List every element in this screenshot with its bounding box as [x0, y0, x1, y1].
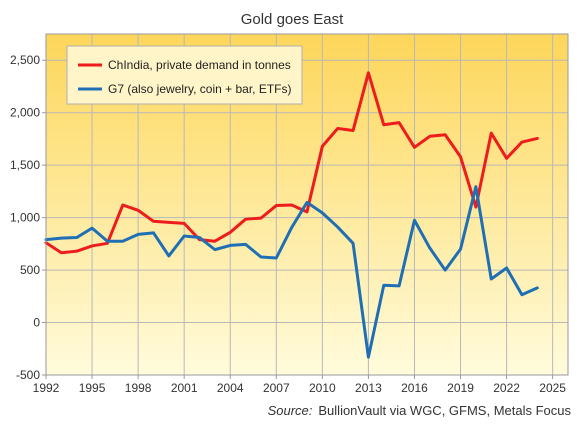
source-note: Source: BullionVault via WGC, GFMS, Metal…	[268, 403, 572, 418]
y-tick-label: 1,000	[10, 211, 40, 225]
plot-border	[45, 33, 569, 376]
x-tick-label: 2022	[493, 381, 520, 395]
x-tick-label: 2001	[171, 381, 198, 395]
y-axis-ticks: -500 0 500 1,000 1,500 2,000 2,500	[10, 53, 46, 382]
y-tick-label: 2,500	[10, 53, 40, 67]
chart-title: Gold goes East	[241, 11, 344, 28]
legend: ChIndia, private demand in tonnes G7 (al…	[66, 45, 303, 105]
x-tick-label: 1995	[79, 381, 106, 395]
legend-box	[66, 45, 303, 105]
x-tick-label: 2004	[217, 381, 244, 395]
y-tick-label: 2,000	[10, 106, 40, 120]
y-tick-label: 1,500	[10, 158, 40, 172]
series-line-chindia	[44, 71, 539, 255]
x-tick-label: 1992	[33, 381, 60, 395]
x-tick-label: 2025	[539, 381, 566, 395]
legend-label-g7: G7 (also jewelry, coin + bar, ETFs)	[108, 82, 292, 96]
x-tick-label: 2019	[447, 381, 474, 395]
x-tick-label: 1998	[125, 381, 152, 395]
y-tick-label: -500	[16, 368, 40, 382]
x-tick-label: 2016	[401, 381, 428, 395]
legend-label-chindia: ChIndia, private demand in tonnes	[108, 58, 291, 72]
source-label: Source:	[268, 403, 313, 418]
series-lines	[44, 71, 539, 359]
series-line-g7	[44, 185, 539, 359]
source-text: BullionVault via WGC, GFMS, Metals Focus	[318, 403, 571, 418]
x-tick-label: 2013	[355, 381, 382, 395]
x-tick-label: 2007	[263, 381, 290, 395]
x-tick-label: 2010	[309, 381, 336, 395]
y-tick-label: 0	[33, 316, 40, 330]
x-axis-ticks: 1992 1995 1998 2001 2004 2007 2010 2013 2016 2019…	[33, 375, 566, 395]
y-tick-label: 500	[20, 263, 40, 277]
